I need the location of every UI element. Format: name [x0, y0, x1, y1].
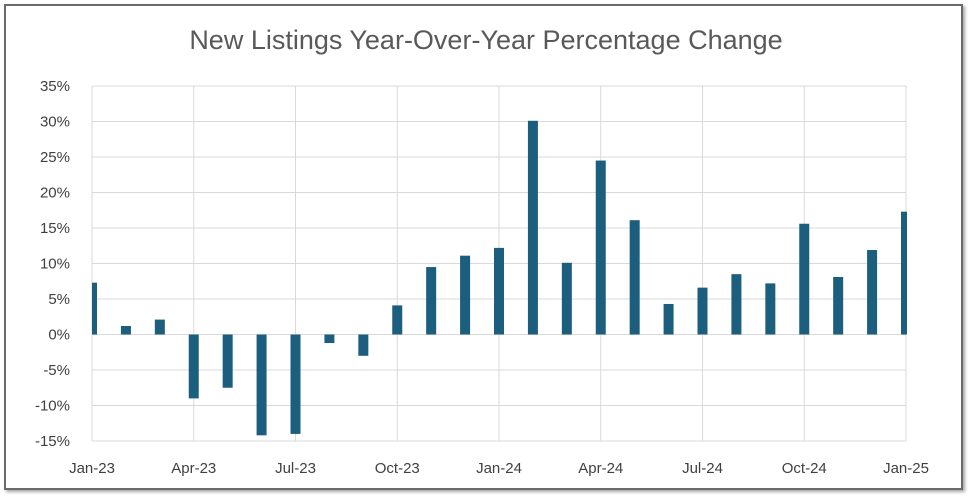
chart-title: New Listings Year-Over-Year Percentage C…	[189, 25, 782, 55]
bar-jan-23	[92, 282, 97, 335]
x-tick-label: Apr-23	[171, 460, 216, 477]
x-tick-label: Jan-24	[476, 460, 522, 477]
bar-nov-23	[426, 267, 437, 335]
y-tick-label: 15%	[40, 220, 70, 237]
x-tick-label: Apr-24	[578, 460, 623, 477]
bar-oct-23	[392, 305, 403, 335]
bar-may-24	[629, 220, 640, 335]
y-axis-ticks: -15% -10% -5% 0% 5% 10% 15% 20% 25% 30% 35%	[35, 78, 70, 450]
bar-may-23	[222, 334, 233, 388]
bar-mar-24	[561, 262, 572, 335]
y-tick-label: -10%	[35, 398, 70, 415]
y-tick-label: 5%	[48, 291, 70, 308]
bar-jun-24	[663, 303, 674, 335]
bar-jan-24	[494, 247, 504, 335]
bar-aug-23	[324, 334, 335, 344]
x-tick-label: Jan-23	[69, 460, 115, 477]
x-axis-ticks: Jan-23 Apr-23 Jul-23 Oct-23 Jan-24 Apr-24 Jul-…	[69, 460, 929, 477]
bar-aug-24	[731, 274, 742, 335]
bar-nov-24	[833, 276, 844, 335]
bar-jul-24	[697, 287, 708, 335]
x-tick-label: Jan-25	[883, 460, 929, 477]
bar-sep-23	[358, 334, 369, 356]
bar-feb-24	[527, 120, 538, 335]
x-tick-label: Oct-23	[375, 460, 420, 477]
bar-jan-25	[901, 211, 907, 335]
y-tick-label: 35%	[40, 78, 70, 95]
y-tick-label: 20%	[40, 185, 70, 202]
bar-dec-23	[460, 255, 471, 335]
x-tick-label: Oct-24	[782, 460, 827, 477]
y-tick-label: 30%	[40, 114, 70, 131]
bar-dec-24	[867, 250, 878, 335]
x-tick-label: Jul-24	[682, 460, 723, 477]
y-tick-label: 10%	[40, 256, 70, 273]
y-tick-label: -5%	[43, 362, 70, 379]
bar-jul-23	[290, 334, 301, 434]
bar-mar-23	[154, 319, 165, 335]
bar-jun-23	[256, 334, 267, 436]
bar-apr-23	[188, 334, 199, 399]
bar-sep-24	[765, 283, 776, 335]
bar-apr-24	[595, 160, 606, 335]
y-tick-label: -15%	[35, 433, 70, 450]
bars	[92, 120, 907, 436]
y-tick-label: 0%	[48, 327, 70, 344]
y-tick-label: 25%	[40, 149, 70, 166]
x-tick-label: Jul-23	[275, 460, 316, 477]
bar-feb-23	[120, 325, 131, 335]
bar-oct-24	[799, 223, 810, 335]
